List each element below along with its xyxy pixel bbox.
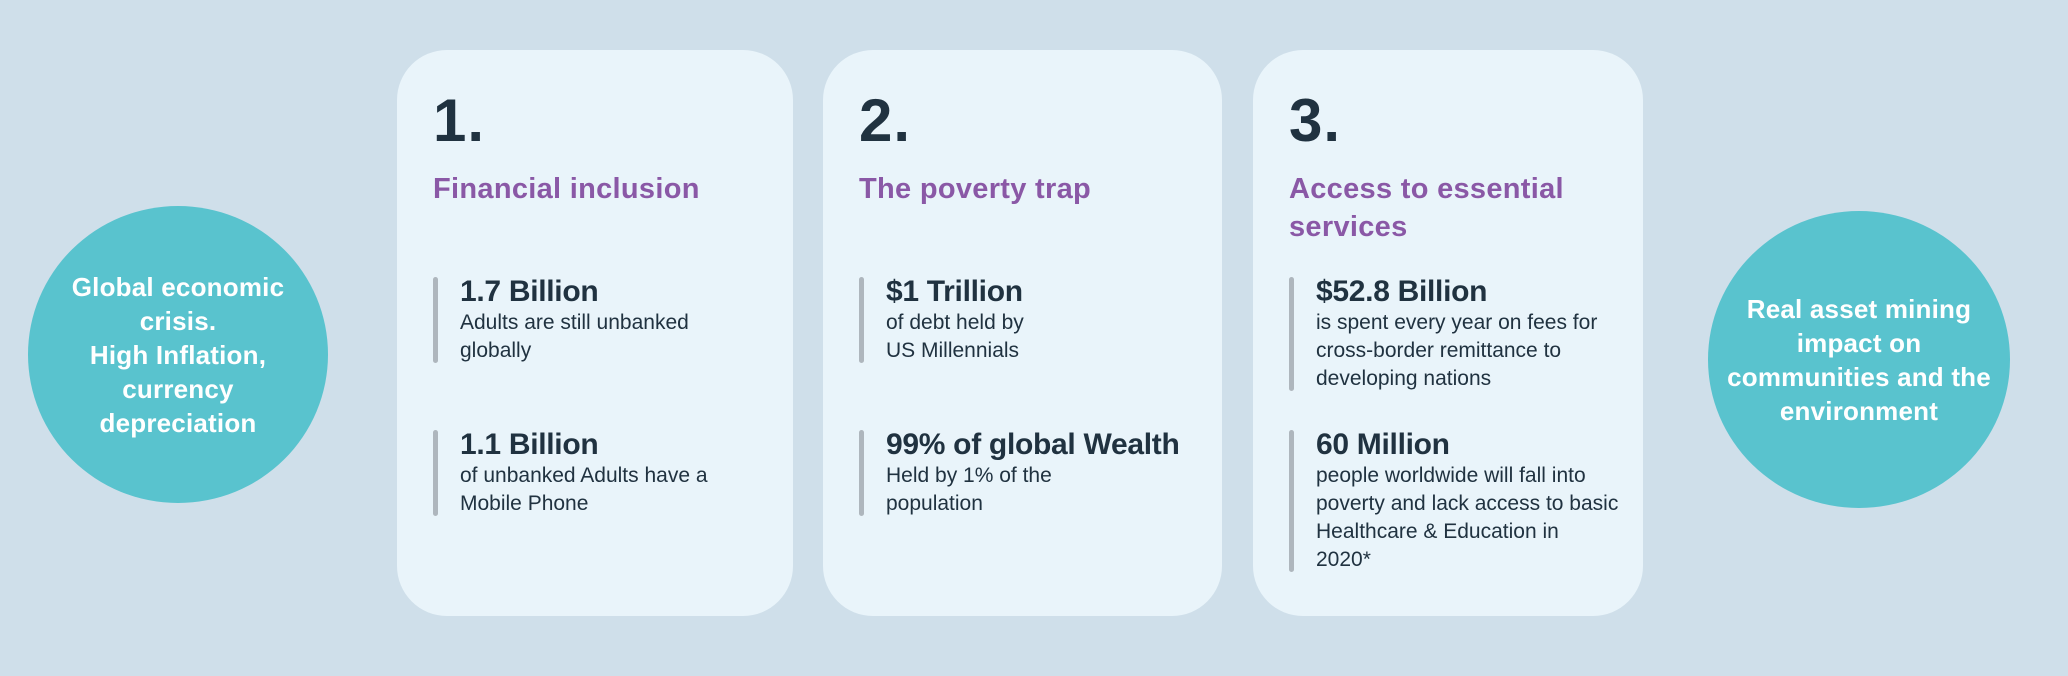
stat-block: $1 Trillion of debt held by US Millennia… bbox=[859, 275, 1198, 428]
right-circle-text: Real asset mining impact on communities … bbox=[1727, 293, 1991, 426]
stat: 1.1 Billion of unbanked Adults have a Mo… bbox=[433, 428, 769, 518]
stat-block: 60 Million people worldwide will fall in… bbox=[1289, 428, 1619, 581]
stat-value: 99% of global Wealth bbox=[886, 428, 1180, 461]
stat-value: 1.7 Billion bbox=[460, 275, 599, 308]
stat-value: $1 Trillion bbox=[886, 275, 1023, 308]
card-title: The poverty trap bbox=[859, 173, 1092, 205]
stat-description: people worldwide will fall into poverty … bbox=[1316, 464, 1619, 571]
card-title: Financial inclusion bbox=[433, 173, 700, 205]
stat-value: 60 Million bbox=[1316, 428, 1450, 461]
card-number: 2. bbox=[859, 87, 912, 154]
stat-block: 99% of global Wealth Held by 1% of the p… bbox=[859, 428, 1198, 581]
stat-block: 1.1 Billion of unbanked Adults have a Mo… bbox=[433, 428, 769, 581]
stat-block: 1.7 Billion Adults are still unbanked gl… bbox=[433, 275, 769, 428]
left-circle-text: Global economic crisis. High Inflation, … bbox=[71, 271, 285, 438]
card-financial-inclusion: 1. Financial inclusion 1.7 Billion Adult… bbox=[397, 50, 793, 616]
stat-description: of debt held by US Millennials bbox=[886, 311, 1024, 362]
stat: 1.7 Billion Adults are still unbanked gl… bbox=[433, 275, 769, 365]
stat-description: Held by 1% of the population bbox=[886, 464, 1052, 515]
stat-value: $52.8 Billion bbox=[1316, 275, 1488, 308]
card-number: 3. bbox=[1289, 87, 1342, 154]
left-circle: Global economic crisis. High Inflation, … bbox=[28, 206, 328, 503]
card-poverty-trap: 2. The poverty trap $1 Trillion of debt … bbox=[823, 50, 1222, 616]
stat: $1 Trillion of debt held by US Millennia… bbox=[859, 275, 1198, 365]
card-title-box: The poverty trap bbox=[859, 170, 1198, 275]
card-title-box: Financial inclusion bbox=[433, 170, 769, 275]
stat-description: of unbanked Adults have a Mobile Phone bbox=[460, 464, 708, 515]
stat: 99% of global Wealth Held by 1% of the p… bbox=[859, 428, 1198, 518]
card-number: 1. bbox=[433, 87, 486, 154]
card-title-box: Access to essential services bbox=[1289, 170, 1619, 275]
stat-value: 1.1 Billion bbox=[460, 428, 599, 461]
stat: $52.8 Billion is spent every year on fee… bbox=[1289, 275, 1619, 393]
right-circle: Real asset mining impact on communities … bbox=[1708, 211, 2010, 508]
card-access-essential-services: 3. Access to essential services $52.8 Bi… bbox=[1253, 50, 1643, 616]
stat: 60 Million people worldwide will fall in… bbox=[1289, 428, 1619, 574]
stat-description: Adults are still unbanked globally bbox=[460, 311, 689, 362]
card-title: Access to essential services bbox=[1289, 173, 1564, 243]
stat-description: is spent every year on fees for cross-bo… bbox=[1316, 311, 1598, 390]
stat-block: $52.8 Billion is spent every year on fee… bbox=[1289, 275, 1619, 428]
